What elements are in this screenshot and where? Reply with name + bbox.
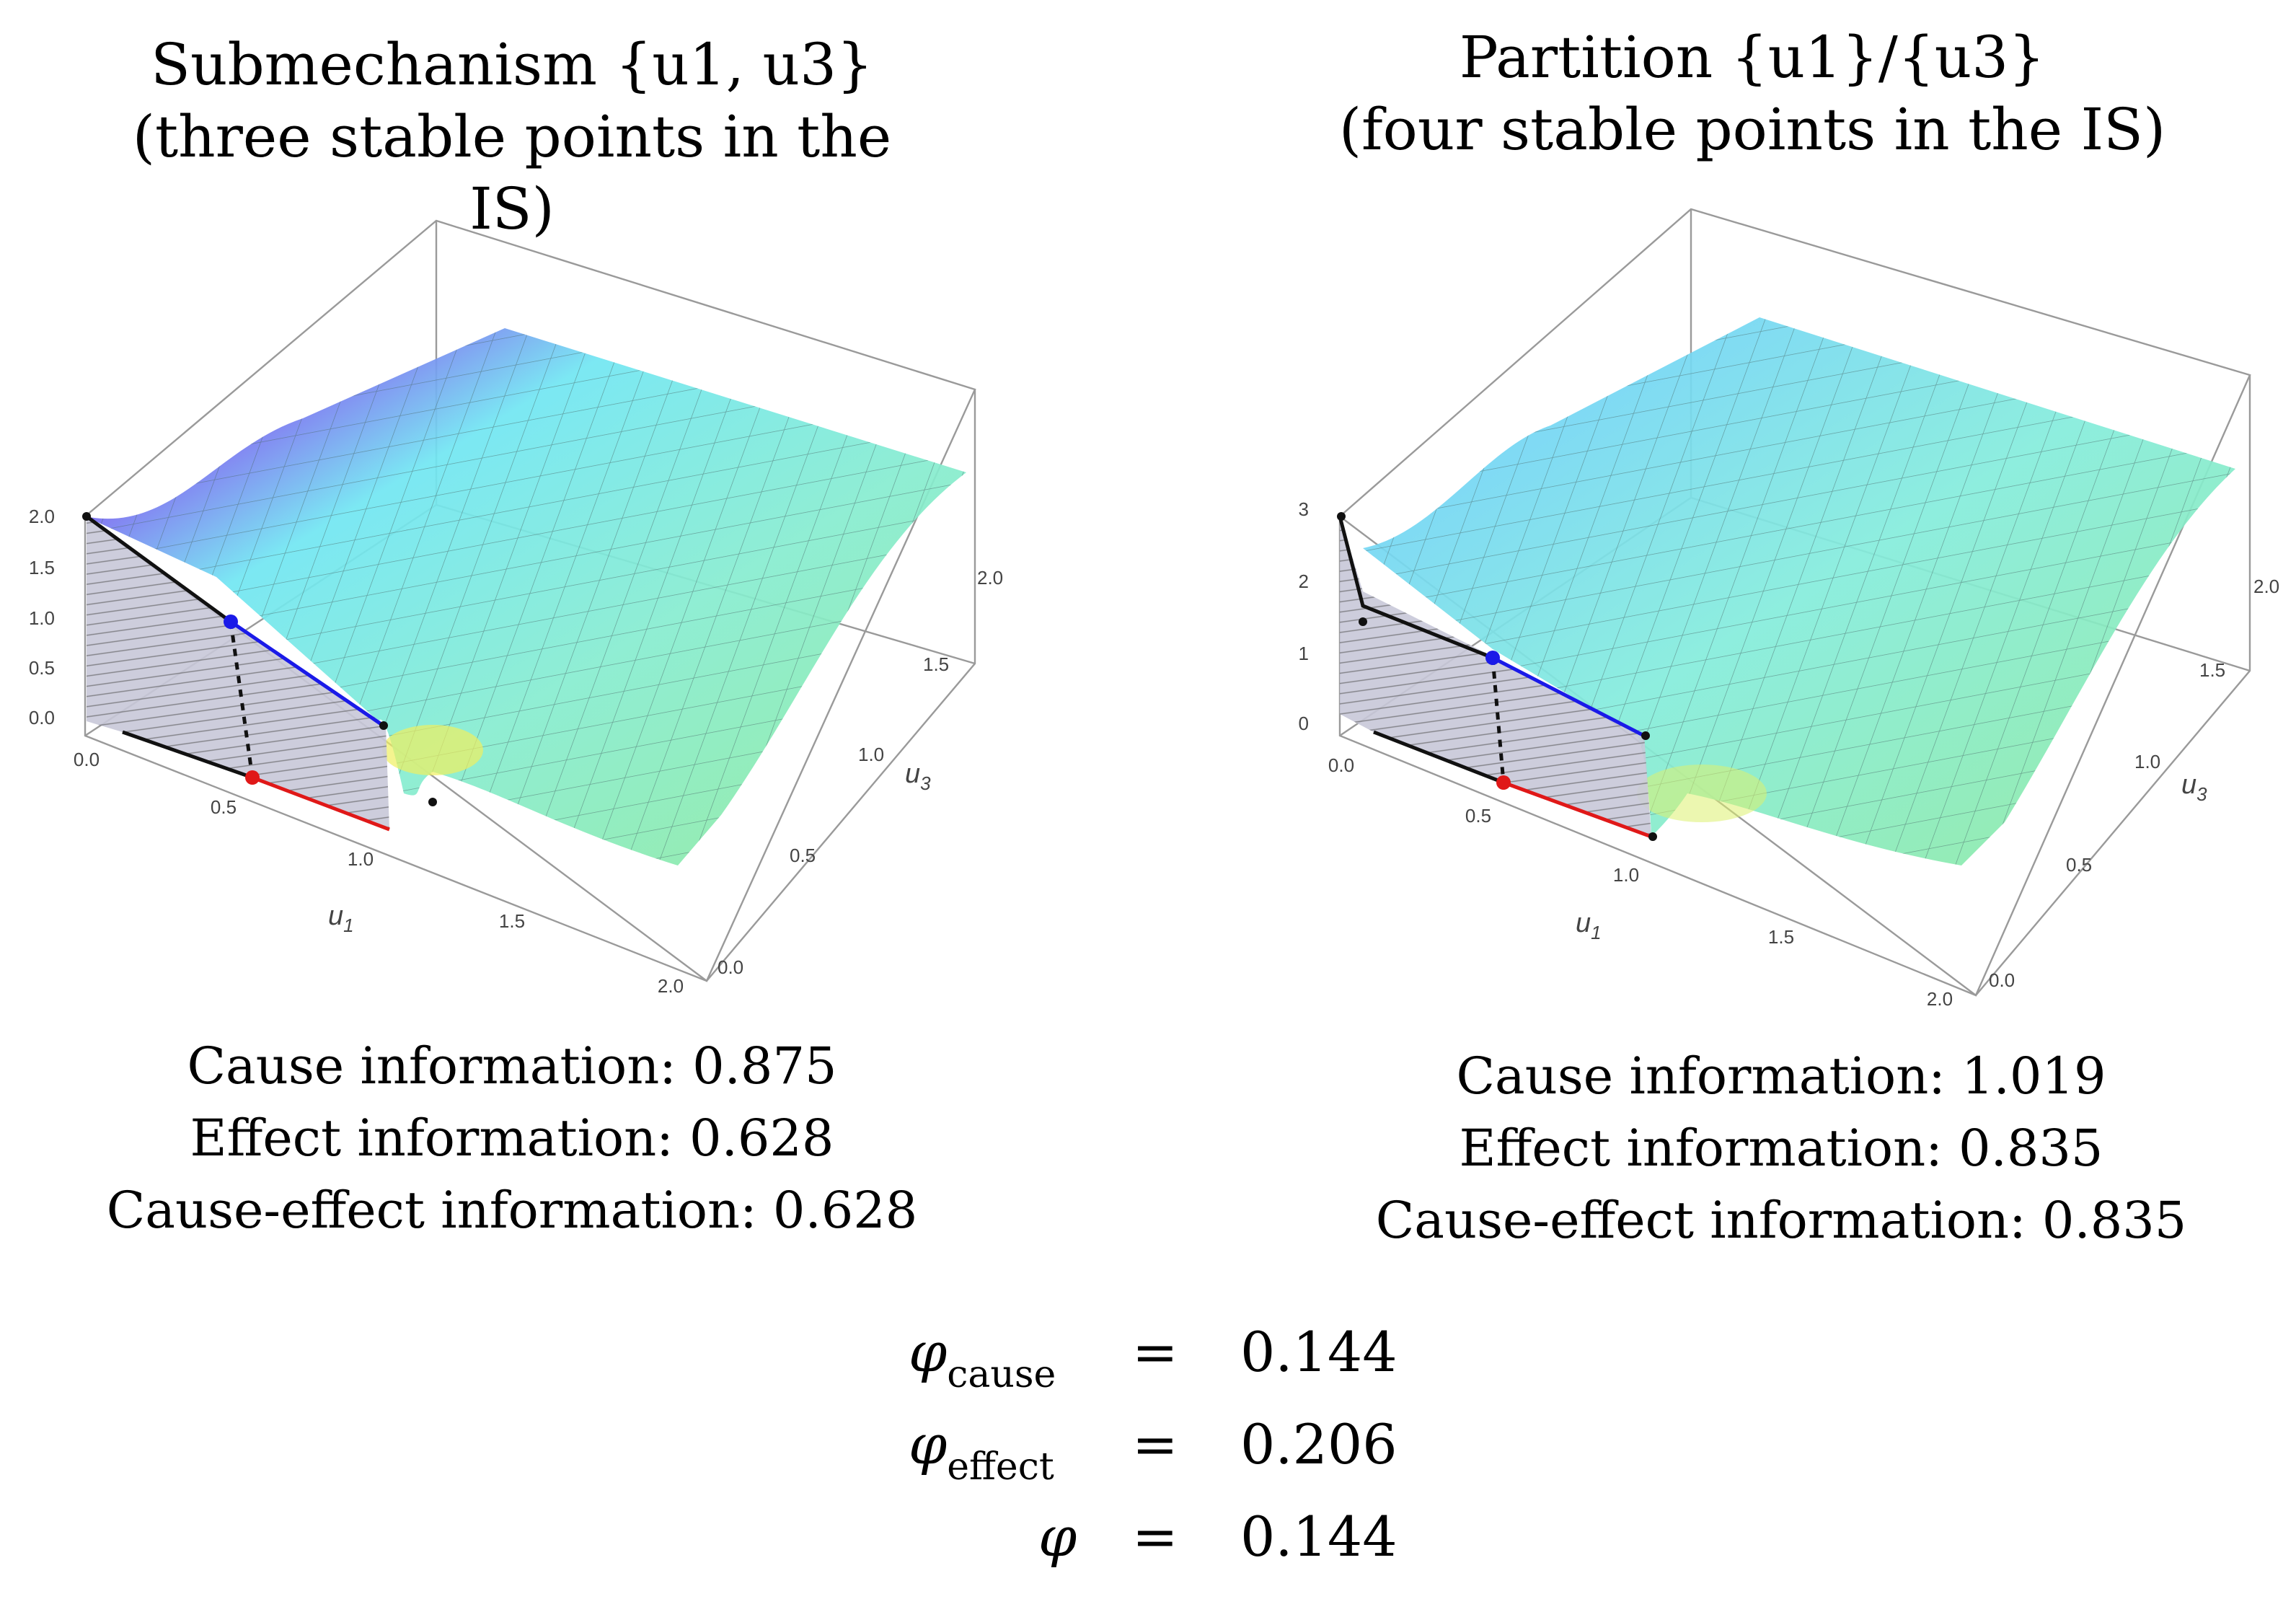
- phi-symbol: φ: [1038, 1505, 1077, 1569]
- left-black-edge: [85, 514, 232, 624]
- right-z-tick: 2: [1299, 571, 1309, 592]
- left-x-tick: 0.0: [74, 749, 100, 770]
- right-y-tick: 2.0: [2253, 576, 2279, 597]
- left-x-tick: 1.0: [348, 848, 374, 870]
- left-info-block: Cause information: 0.875 Effect informat…: [43, 1030, 981, 1246]
- right-title-line2: (four stable points in the IS): [1338, 96, 2166, 163]
- left-base-red-line: [252, 775, 390, 832]
- left-z-tick: 1.0: [29, 607, 55, 629]
- left-base-black-line: [122, 730, 253, 780]
- phi-effect-value: 0.206: [1240, 1412, 1398, 1476]
- right-blue-point: [1485, 651, 1500, 665]
- phi-value: 0.144: [1240, 1505, 1398, 1569]
- left-title-line1: Submechanism {u1, u3}: [151, 31, 873, 98]
- right-yellow-region: [1637, 765, 1767, 822]
- right-cause-effect-info: Cause-effect information: 0.835: [1375, 1191, 2187, 1250]
- right-z-tick: 3: [1299, 498, 1309, 520]
- phi-cause-subscript: cause: [947, 1353, 1056, 1396]
- phi-equals: =: [1132, 1320, 1178, 1384]
- right-x-tick: 0.0: [1328, 754, 1354, 776]
- left-blue-edge: [229, 620, 384, 727]
- right-blue-edge: [1491, 656, 1646, 738]
- left-x-tick: 2.0: [658, 975, 684, 997]
- right-z-tick: 1: [1299, 643, 1309, 664]
- left-z-tick: 0.0: [29, 707, 55, 728]
- right-black-edge: [1338, 516, 1493, 660]
- right-x-tick: 0.5: [1465, 805, 1491, 827]
- right-cause-info: Cause information: 1.019: [1456, 1047, 2106, 1106]
- left-y-tick: 1.5: [923, 653, 949, 675]
- left-cause-effect-info: Cause-effect information: 0.628: [106, 1181, 918, 1240]
- phi-equals: =: [1132, 1412, 1178, 1476]
- right-red-point: [1496, 775, 1511, 790]
- right-z-ticks: 3 2 1 0: [1299, 498, 1309, 734]
- phi-cause-value: 0.144: [1240, 1320, 1398, 1384]
- right-plot-title: Partition {u1}/{u3} (four stable points …: [1327, 22, 2178, 166]
- left-z-tick: 1.5: [29, 557, 55, 578]
- right-y-tick: 0.0: [1989, 969, 2015, 991]
- phi-effect-subscript: effect: [947, 1445, 1054, 1489]
- left-red-point: [245, 770, 260, 785]
- right-x-axis-label: u1: [1576, 908, 1602, 943]
- right-x-ticks: 0.0 0.5 1.0 1.5 2.0: [1328, 754, 1953, 1010]
- left-plot-title: Submechanism {u1, u3} (three stable poin…: [87, 29, 937, 245]
- left-y-tick: 0.0: [718, 956, 743, 978]
- right-dashed-line: [1491, 657, 1506, 783]
- right-y-tick: 1.0: [2134, 751, 2160, 772]
- phi-symbol: φ: [909, 1412, 948, 1476]
- right-base-red-line: [1503, 780, 1652, 839]
- left-y-ticks: 0.0 0.5 1.0 1.5 2.0: [718, 567, 1003, 978]
- left-z-tick: 0.5: [29, 657, 55, 679]
- left-blue-point: [224, 615, 238, 629]
- left-z-tick: 2.0: [29, 506, 55, 527]
- right-effect-info: Effect information: 0.835: [1459, 1119, 2103, 1178]
- left-y-tick: 2.0: [977, 567, 1003, 589]
- right-info-block: Cause information: 1.019 Effect informat…: [1312, 1040, 2250, 1256]
- phi-equals: =: [1132, 1505, 1178, 1569]
- right-y-ticks: 0.0 0.5 1.0 1.5 2.0: [1989, 576, 2279, 991]
- right-y-tick: 0.5: [2066, 854, 2092, 876]
- right-title-line1: Partition {u1}/{u3}: [1459, 24, 2046, 91]
- right-x-tick: 2.0: [1927, 988, 1953, 1010]
- left-x-tick: 1.5: [499, 910, 525, 932]
- right-x-tick: 1.5: [1768, 926, 1794, 948]
- right-x-tick: 1.0: [1613, 864, 1639, 886]
- right-base-black-line: [1373, 730, 1504, 785]
- phi-symbol: φ: [909, 1320, 948, 1384]
- right-y-axis-label: u3: [2181, 770, 2207, 805]
- left-x-ticks: 0.0 0.5 1.0 1.5 2.0: [74, 749, 684, 997]
- left-cause-info: Cause information: 0.875: [187, 1036, 837, 1096]
- right-z-tick: 0: [1299, 713, 1309, 734]
- left-effect-info: Effect information: 0.628: [190, 1109, 834, 1168]
- left-yellow-peak: [382, 725, 483, 775]
- left-title-line2: (three stable points in the IS): [132, 103, 892, 242]
- left-z-ticks: 2.0 1.5 1.0 0.5 0.0: [29, 506, 55, 728]
- right-y-tick: 1.5: [2199, 659, 2225, 681]
- left-x-tick: 0.5: [211, 796, 237, 818]
- left-y-tick: 1.0: [858, 744, 884, 765]
- left-y-tick: 0.5: [790, 845, 816, 866]
